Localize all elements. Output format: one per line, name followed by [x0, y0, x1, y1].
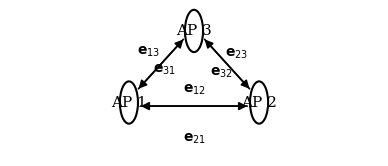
Text: AP 1: AP 1 [111, 95, 147, 110]
Text: $\mathbf{e}_{31}$: $\mathbf{e}_{31}$ [153, 63, 176, 77]
Ellipse shape [120, 81, 138, 124]
Text: $\mathbf{e}_{32}$: $\mathbf{e}_{32}$ [210, 66, 233, 81]
Text: AP 2: AP 2 [241, 95, 277, 110]
Text: $\mathbf{e}_{21}$: $\mathbf{e}_{21}$ [182, 131, 206, 146]
Text: $\mathbf{e}_{13}$: $\mathbf{e}_{13}$ [137, 45, 160, 59]
Ellipse shape [250, 81, 268, 124]
Text: AP 3: AP 3 [176, 24, 212, 38]
Text: $\mathbf{e}_{12}$: $\mathbf{e}_{12}$ [182, 82, 206, 97]
Text: $\mathbf{e}_{23}$: $\mathbf{e}_{23}$ [225, 46, 248, 61]
Ellipse shape [185, 10, 203, 52]
